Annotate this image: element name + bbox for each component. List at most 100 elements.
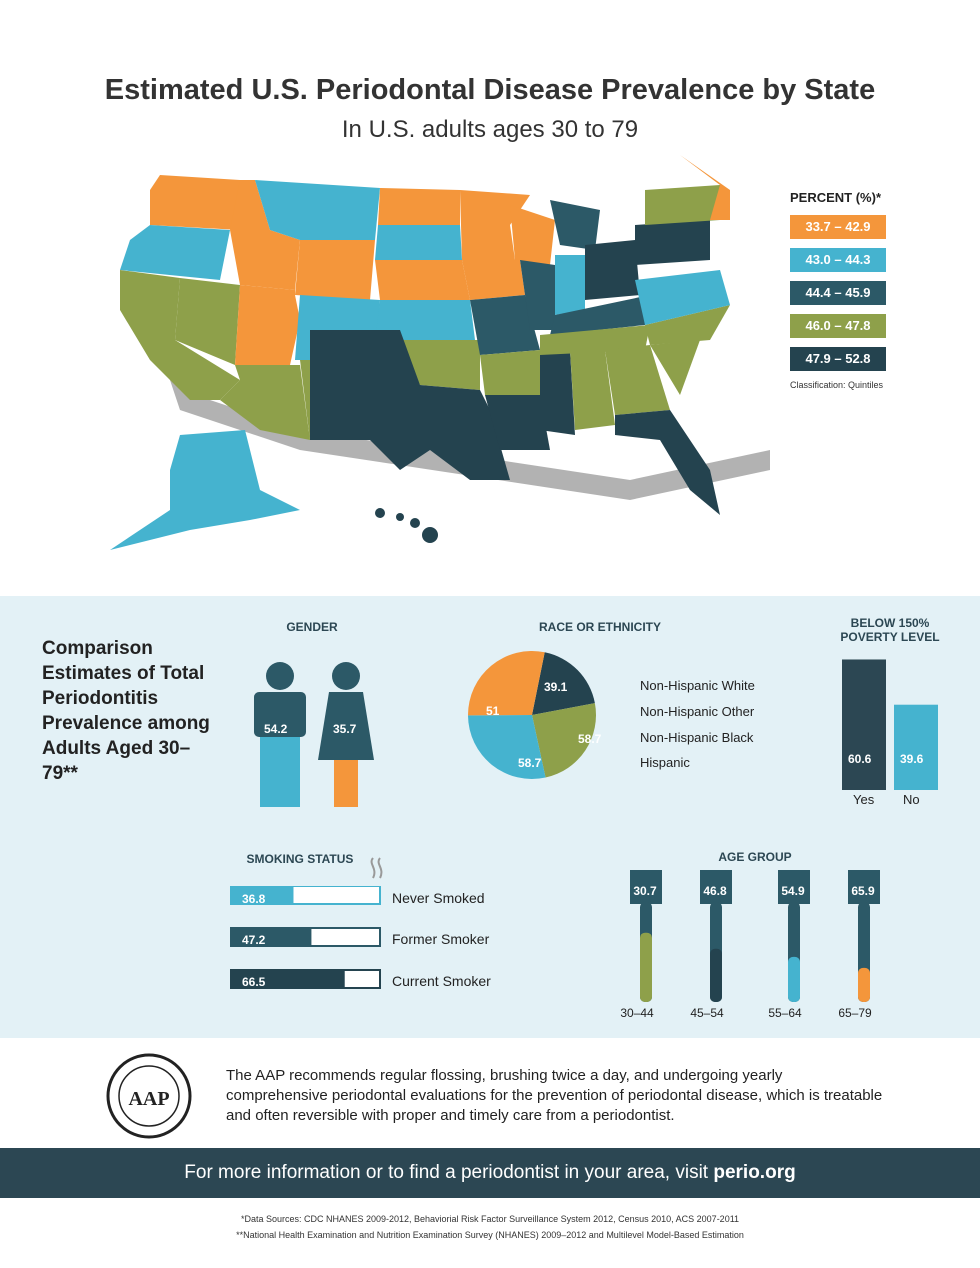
page-subtitle: In U.S. adults ages 30 to 79 [341, 116, 639, 143]
state-oh [585, 240, 640, 300]
smoking-bar-2 [230, 928, 312, 946]
state-in [555, 255, 585, 315]
aap-logo: AAP [106, 1053, 192, 1139]
state-az [220, 365, 310, 440]
map-legend: PERCENT (%)* 33.7 – 42.9 43.0 – 44.3 44.… [790, 190, 910, 390]
state-or [120, 225, 230, 280]
smoking-never-value: 36.8 [242, 892, 266, 906]
state-va [635, 270, 730, 325]
source-note-2: **National Health Examination and Nutrit… [236, 1230, 744, 1240]
smoking-current-label: Current Smoker [392, 973, 491, 989]
female-dress [318, 692, 374, 760]
smoking-former-label: Former Smoker [392, 931, 490, 947]
poverty-bar-2 [894, 704, 938, 790]
female-value: 35.7 [333, 722, 357, 736]
state-ok [375, 340, 480, 390]
age-value-1: 30.7 [633, 884, 657, 898]
race-value-black: 58.7 [578, 732, 602, 746]
age-value-2: 46.8 [703, 884, 727, 898]
toothbrush-fill-2 [710, 948, 722, 1002]
state-sc [650, 340, 700, 395]
state-ga [605, 345, 670, 415]
race-value-other: 51 [486, 704, 500, 718]
state-ms [540, 350, 575, 435]
male-legs [260, 737, 300, 807]
poverty-chart [842, 659, 938, 790]
legend-note: Classification: Quintiles [790, 380, 884, 390]
state-hi [375, 508, 438, 543]
poverty-no-value: 39.6 [900, 752, 924, 766]
state-ia [462, 260, 525, 300]
state-ak [110, 430, 300, 550]
smoking-chart [230, 886, 381, 989]
toothbrush-head-2 [700, 870, 732, 904]
smoke-icon [370, 857, 383, 879]
state-ar [480, 350, 540, 395]
race-label-black: Non-Hispanic Black [640, 730, 754, 745]
state-new-england [680, 155, 730, 220]
state-id [230, 180, 300, 290]
state-il [520, 260, 555, 330]
smoking-current-value: 66.5 [242, 975, 266, 989]
male-body [254, 692, 306, 737]
legend-item-q5: 47.9 – 52.8 [790, 347, 886, 371]
race-title: RACE OR ETHNICITY [538, 620, 661, 634]
age-label-1: 30–44 [620, 1006, 654, 1020]
legend-item-q4: 46.0 – 47.8 [790, 314, 886, 338]
recommendation-text: The AAP recommends regular flossing, bru… [226, 1067, 883, 1124]
poverty-bar-1 [842, 659, 886, 790]
race-label-other: Non-Hispanic Other [640, 704, 755, 719]
state-tx [310, 330, 510, 480]
state-ut [235, 285, 300, 365]
state-ky [550, 295, 650, 335]
footer-link[interactable]: perio.org [713, 1162, 796, 1183]
toothbrush-fill-4 [858, 967, 870, 1002]
state-al [570, 350, 615, 430]
male-value: 54.2 [264, 722, 288, 736]
state-wi [510, 205, 555, 265]
comparison-heading: Comparison Estimates of Total Periodonti… [42, 638, 210, 784]
gender-title: GENDER [286, 620, 338, 634]
poverty-title: BELOW 150% POVERTY LEVEL [840, 616, 940, 644]
female-legs [334, 760, 358, 807]
legend-title: PERCENT (%)* [790, 190, 882, 205]
female-head [332, 662, 360, 690]
smoking-title: SMOKING STATUS [246, 852, 354, 866]
page-title: Estimated U.S. Periodontal Disease Preva… [104, 74, 876, 106]
state-sd [375, 225, 462, 260]
source-note-1: *Data Sources: CDC NHANES 2009-2012, Beh… [240, 1214, 740, 1224]
state-wa [150, 175, 240, 230]
legend-item-q1: 33.7 – 42.9 [790, 215, 886, 239]
toothbrush-fill-3 [788, 956, 800, 1002]
gender-figures [254, 662, 374, 807]
toothbrush-head-1 [630, 870, 662, 904]
pie-slice-2 [532, 703, 596, 778]
race-value-white: 39.1 [544, 680, 568, 694]
age-title: AGE GROUP [718, 850, 792, 864]
male-head [266, 662, 294, 690]
poverty-yes-value: 60.6 [848, 752, 872, 766]
state-nd [378, 188, 460, 225]
state-ne [375, 260, 470, 300]
toothbrush-head-4 [848, 870, 880, 904]
state-ny [645, 185, 720, 225]
smoking-former-value: 47.2 [242, 933, 266, 947]
state-la [485, 395, 550, 450]
age-label-2: 45–54 [690, 1006, 724, 1020]
state-fl [615, 410, 720, 515]
state-mt [255, 180, 380, 240]
state-mo [470, 295, 540, 355]
race-label-hispanic: Hispanic [640, 755, 690, 770]
age-value-4: 65.9 [851, 884, 875, 898]
smoking-bar-3 [230, 970, 345, 988]
state-mi [550, 200, 600, 250]
footer-bar: For more information or to find a period… [0, 1148, 980, 1198]
state-ca [120, 270, 240, 400]
smoking-never-label: Never Smoked [392, 890, 485, 906]
state-nc [645, 305, 730, 345]
state-wy [295, 240, 375, 300]
poverty-no-label: No [903, 792, 920, 807]
pie-slice-4 [468, 651, 545, 716]
age-label-4: 65–79 [838, 1006, 872, 1020]
legend-item-q2: 43.0 – 44.3 [790, 248, 886, 272]
